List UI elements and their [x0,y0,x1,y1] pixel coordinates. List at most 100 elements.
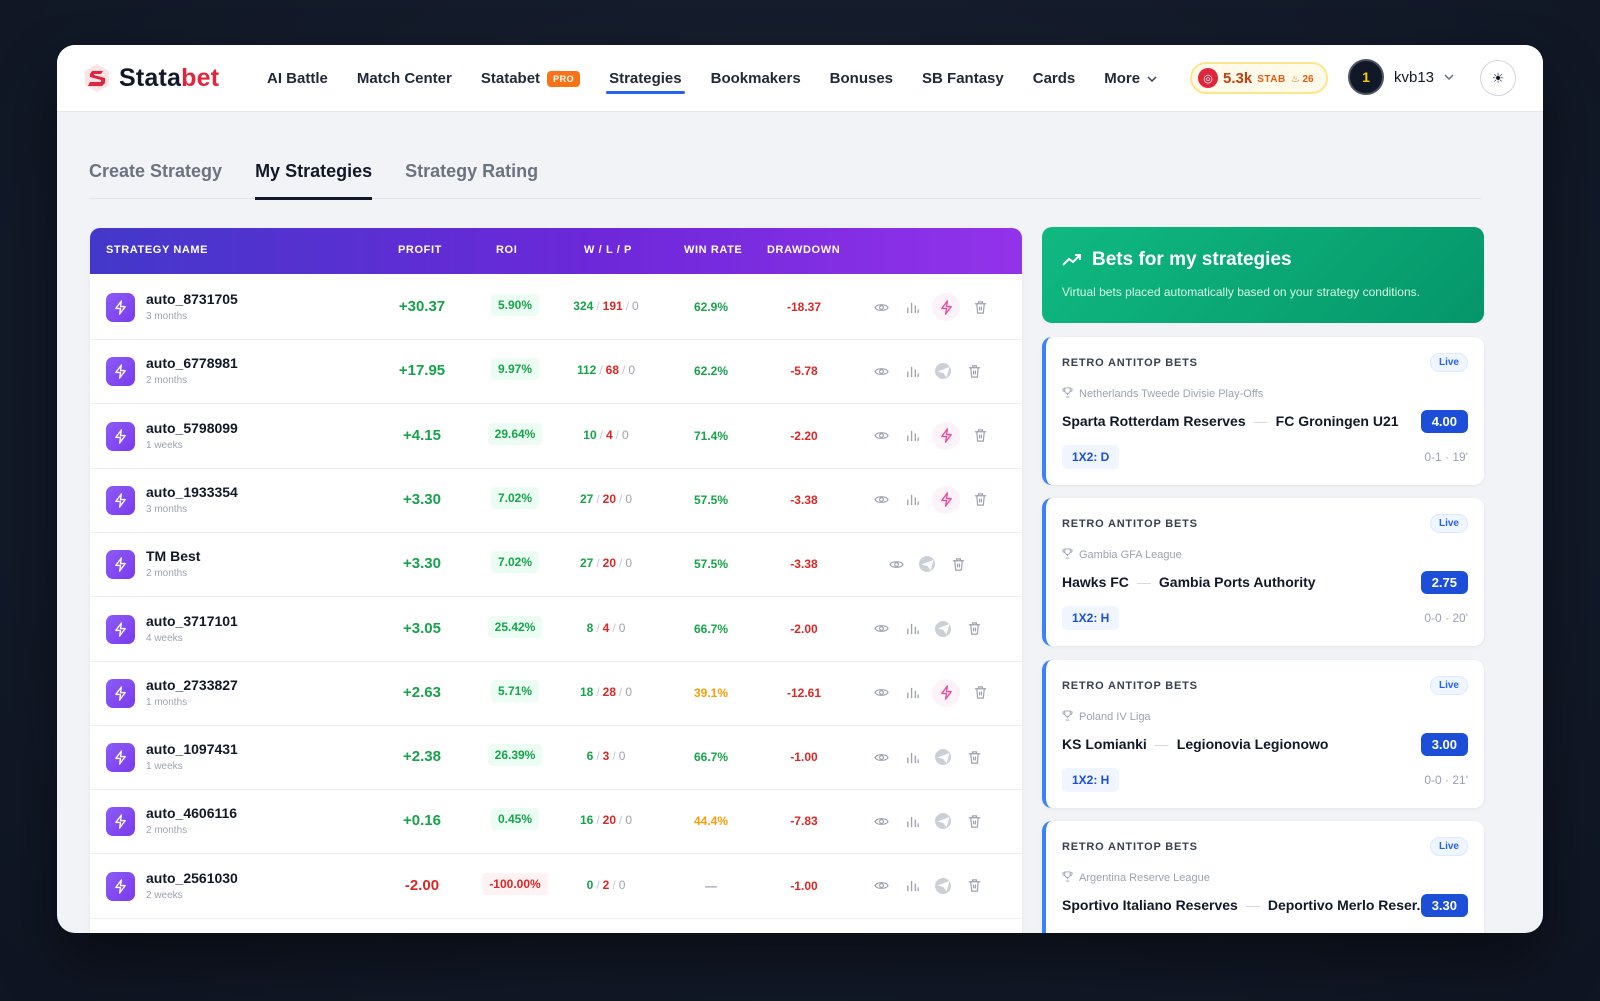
strategy-bolt-icon [106,807,135,837]
table-row[interactable]: auto_1933354 3 months +3.30 7.02% 27/20/… [90,467,1022,533]
bet-card[interactable]: RETRO ANTITOP BETS Live Gambia GFA Leagu… [1042,498,1484,647]
bet-strategy-name: RETRO ANTITOP BETS [1062,679,1198,692]
auto-bet-icon[interactable] [932,421,960,450]
stats-icon[interactable] [901,807,923,835]
table-row[interactable]: auto_4606116 2 months +0.16 0.45% 16/20/… [90,788,1022,855]
bet-card[interactable]: RETRO ANTITOP BETS Live Netherlands Twee… [1042,337,1484,485]
tab-strategy-rating[interactable]: Strategy Rating [405,161,539,181]
table-row[interactable]: auto_5798099 1 weeks +4.15 29.64% 10/4/0… [90,403,1022,469]
nav-statabet-pro[interactable]: Statabet PRO [481,45,581,112]
tab-my-strategies[interactable]: My Strategies [255,157,373,200]
telegram-icon[interactable] [932,615,954,643]
delete-icon[interactable] [969,679,991,707]
auto-bet-icon[interactable] [932,678,960,707]
view-icon[interactable] [870,872,892,900]
table-row[interactable]: TM Best 2 months +3.30 7.02% 27/20/0 57.… [90,531,1022,598]
theme-toggle-button[interactable]: ☀ [1480,60,1516,96]
wlp-cell: 6/3/0 [586,749,626,764]
drawdown-value: -12.61 [786,685,822,700]
profit-value: -2.00 [404,876,440,894]
strategy-name[interactable]: auto_1933354 [146,483,238,500]
table-row[interactable]: auto_3717101 4 weeks +3.05 25.42% 8/4/0 … [90,596,1022,662]
delete-icon[interactable] [969,486,991,514]
nav-ai-battle[interactable]: AI Battle [267,70,328,87]
stab-balance[interactable]: ◎ 5.3k STAB ♨ 26 [1190,62,1328,94]
banner-title: Bets for my strategies [1062,249,1292,271]
delete-icon[interactable] [963,872,985,900]
nav-sb-fantasy[interactable]: SB Fantasy [922,70,1004,87]
league-label: Poland IV Liga [1062,710,1151,724]
stats-icon[interactable] [901,679,923,707]
view-icon[interactable] [870,293,892,321]
view-icon[interactable] [870,357,892,385]
nav-bookmakers[interactable]: Bookmakers [710,70,801,87]
strategy-name[interactable]: TM Best [146,548,201,565]
strategy-name[interactable]: auto_4606116 [146,805,238,822]
losses-value: 3 [602,749,610,764]
delete-icon[interactable] [969,293,991,321]
strategy-name[interactable]: auto_6778981 [146,355,238,372]
odds-badge[interactable]: 3.00 [1420,732,1468,756]
stats-icon[interactable] [901,872,923,900]
telegram-icon[interactable] [932,807,954,835]
nav-strategies[interactable]: Strategies [606,45,685,112]
view-icon[interactable] [870,807,892,835]
telegram-icon[interactable] [932,743,954,771]
pushes-value: 0 [625,813,633,828]
view-icon[interactable] [870,679,892,707]
table-row[interactable]: auto_2561030 2 weeks -2.00 -100.00% 0/2/… [90,853,1022,919]
delete-icon[interactable] [963,615,985,643]
nav-bonuses[interactable]: Bonuses [829,70,894,87]
view-icon[interactable] [870,486,892,514]
table-row[interactable]: auto_6778981 2 months +17.95 9.97% 112/6… [90,338,1022,405]
strategy-name[interactable]: auto_2733827 [146,676,238,693]
pushes-value: 0 [622,427,629,442]
delete-icon[interactable] [963,807,985,835]
bet-card[interactable]: RETRO ANTITOP BETS Live Argentina Reserv… [1042,820,1484,933]
table-row[interactable]: auto_8731705 3 months +30.37 5.90% 324/1… [90,274,1022,340]
wlp-cell: 18/28/0 [579,684,633,699]
stats-icon[interactable] [901,293,923,321]
telegram-icon[interactable] [916,550,938,578]
auto-bet-icon[interactable] [932,485,960,514]
odds-badge[interactable]: 4.00 [1420,410,1468,433]
nav-more[interactable]: More [1104,45,1157,112]
odds-badge[interactable]: 3.30 [1420,893,1468,917]
bet-card[interactable]: RETRO ANTITOP BETS Live Poland IV Liga K… [1042,659,1484,808]
losses-value: 191 [602,299,623,313]
table-row[interactable]: auto_1097431 1 weeks +2.38 26.39% 6/3/0 … [90,724,1022,791]
telegram-icon[interactable] [932,357,954,385]
view-icon[interactable] [885,550,907,578]
strategy-name[interactable]: auto_2561030 [146,869,238,886]
delete-icon[interactable] [969,422,991,450]
delete-icon[interactable] [963,743,985,771]
pushes-value: 0 [618,620,626,635]
strategy-name[interactable]: auto_1097431 [146,741,238,758]
nav-cards[interactable]: Cards [1032,70,1076,87]
user-menu[interactable]: 1 kvb13 [1348,59,1454,95]
stats-icon[interactable] [901,486,923,514]
strategy-name[interactable]: auto_5798099 [146,419,238,436]
brand-logo[interactable]: Statabet [83,63,219,93]
view-icon[interactable] [870,743,892,771]
league-label: Netherlands Tweede Divisie Play-Offs [1062,387,1263,401]
nav-match-center[interactable]: Match Center [356,70,452,87]
home-team: Sparta Rotterdam Reserves [1062,413,1246,429]
stats-icon[interactable] [901,357,923,385]
stats-icon[interactable] [901,743,923,771]
table-row[interactable]: auto_2733827 1 months +2.63 5.71% 18/28/… [90,660,1022,726]
stats-icon[interactable] [901,615,923,643]
strategy-name[interactable]: auto_3717101 [146,612,238,629]
delete-icon[interactable] [947,550,969,578]
telegram-icon[interactable] [932,872,954,900]
view-icon[interactable] [870,422,892,450]
view-icon[interactable] [870,615,892,643]
drawdown-value: -1.00 [790,878,818,893]
stats-icon[interactable] [901,422,923,450]
odds-badge[interactable]: 2.75 [1420,571,1468,595]
tab-create-strategy[interactable]: Create Strategy [89,161,223,181]
auto-bet-icon[interactable] [932,293,960,321]
drawdown-value: -5.78 [790,364,818,379]
delete-icon[interactable] [963,357,985,385]
strategy-name[interactable]: auto_8731705 [146,291,238,307]
